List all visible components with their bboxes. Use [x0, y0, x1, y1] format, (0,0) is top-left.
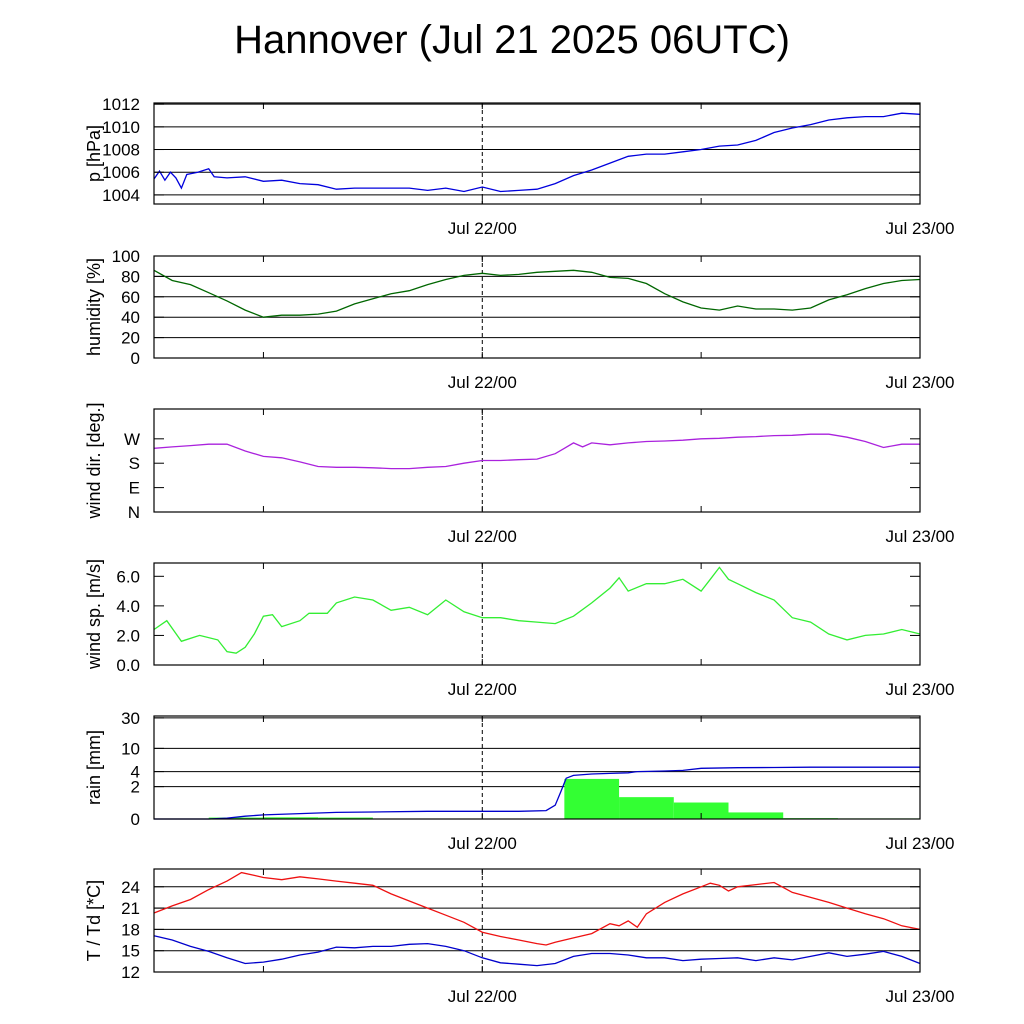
rain-bar — [619, 797, 674, 819]
y-tick-label: 18 — [121, 920, 140, 939]
panel-6: 12 15 18 21 24 Jul 22/00 Jul 23/00 T / Td [*C] — [84, 868, 955, 1006]
series-line-1 — [154, 766, 920, 820]
series-line-1 — [153, 566, 921, 654]
plot-frame — [153, 715, 921, 820]
rain-bar — [263, 817, 319, 819]
y-tick-label: 21 — [121, 899, 140, 918]
y-tick-label: 4.0 — [116, 597, 140, 616]
x-tick-label: Jul 22/00 — [448, 527, 517, 546]
y-tick-label: 80 — [121, 267, 140, 286]
y-axis-label: T / Td [*C] — [84, 880, 104, 961]
panel-5: 0 24 10 30 Jul 22/00 Jul 23/00 rain [mm] — [84, 709, 955, 853]
y-axis-label: humidity [%] — [84, 258, 104, 356]
y-tick-label: 30 — [121, 709, 140, 728]
y-tick-label: 40 — [121, 308, 140, 327]
rain-bar — [728, 812, 784, 819]
y-tick-label: 0.0 — [116, 656, 140, 675]
y-tick-label: 24 — [121, 878, 140, 897]
series-line-1 — [153, 433, 920, 470]
plot-frame — [153, 868, 921, 973]
x-tick-label: Jul 22/00 — [448, 680, 517, 699]
x-tick-label: Jul 22/00 — [448, 373, 517, 392]
y-tick-label: 1008 — [102, 141, 140, 160]
series-line-1 — [153, 269, 921, 318]
y-tick-label: 2 — [131, 778, 140, 797]
x-tick-label: Jul 23/00 — [886, 834, 955, 853]
plot-frame — [153, 562, 921, 666]
y-tick-label: 2.0 — [116, 626, 140, 645]
y-tick-label: S — [129, 454, 140, 473]
series-line-2 — [153, 935, 921, 967]
rain-bar — [208, 817, 264, 819]
y-tick-label: W — [124, 430, 140, 449]
y-axis-label: p [hPa] — [84, 125, 104, 182]
plot-frame — [153, 102, 921, 205]
y-tick-label: 0 — [131, 349, 140, 368]
y-tick-label: 20 — [121, 329, 140, 348]
y-tick-label: 6.0 — [116, 567, 140, 586]
plot-frame — [153, 255, 921, 359]
x-tick-label: Jul 22/00 — [448, 219, 517, 238]
y-axis-label: wind sp. [m/s] — [84, 559, 104, 670]
panel-1: 1004 1006 1008 1010 1012 Jul 22/00 Jul 23/00 p … — [84, 95, 955, 238]
y-axis-label: wind dir. [deg.] — [84, 402, 104, 519]
x-tick-label: Jul 23/00 — [886, 373, 955, 392]
chart-title: Hannover (Jul 21 2025 06UTC) — [234, 18, 790, 62]
y-tick-label: 1010 — [102, 118, 140, 137]
panel-4: 0.0 2.0 4.0 6.0 Jul 22/00 Jul 23/00 wind sp. [… — [84, 559, 955, 699]
y-tick-label: 10 — [121, 739, 140, 758]
y-tick-label: 1006 — [102, 163, 140, 182]
x-tick-label: Jul 23/00 — [886, 527, 955, 546]
y-tick-label: 1004 — [102, 186, 140, 205]
y-tick-label: 0 — [131, 810, 140, 829]
series-line-1 — [153, 112, 921, 193]
x-tick-label: Jul 22/00 — [448, 834, 517, 853]
rain-bar — [564, 778, 620, 819]
x-tick-label: Jul 23/00 — [886, 987, 955, 1006]
y-tick-label: 100 — [112, 247, 140, 266]
y-tick-label: N — [128, 503, 140, 522]
y-tick-label: 1012 — [102, 95, 140, 114]
x-tick-label: Jul 23/00 — [886, 680, 955, 699]
y-tick-label: E — [129, 479, 140, 498]
rain-bar — [318, 817, 373, 819]
y-axis-label: rain [mm] — [84, 730, 104, 805]
y-tick-label: 4 — [131, 763, 140, 782]
x-tick-label: Jul 22/00 — [448, 987, 517, 1006]
y-tick-label: 12 — [121, 963, 140, 982]
y-tick-label: 60 — [121, 288, 140, 307]
y-tick-label: 15 — [121, 942, 140, 961]
plot-frame — [153, 408, 921, 513]
series-line-1 — [153, 871, 921, 946]
rain-bar — [673, 802, 729, 819]
x-tick-label: Jul 23/00 — [886, 219, 955, 238]
